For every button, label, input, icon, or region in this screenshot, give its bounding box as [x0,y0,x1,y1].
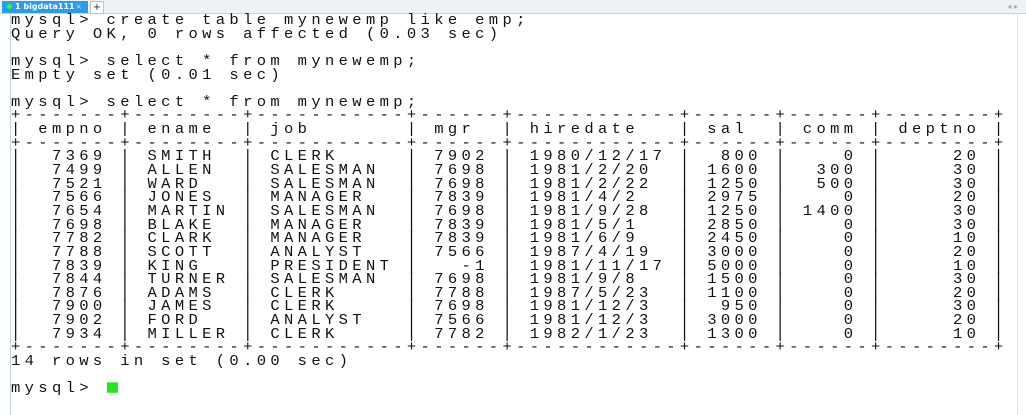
table-row: | 7566 | JONES | MANAGER | 7839 | 1981/4… [11,188,1008,206]
add-tab-button[interactable]: + [90,1,104,14]
tab-bar: 1 bigdata111 × + ◂ ▸ [0,0,1026,14]
cursor [106,382,118,394]
table-row: | 7839 | KING | PRESIDENT | -1 | 1981/11… [11,257,1008,275]
table-row: | 7698 | BLAKE | MANAGER | 7839 | 1981/5… [11,216,1008,234]
tab-label: 1 bigdata111 [15,2,75,11]
terminal-output[interactable]: mysql> create table mynewemp like emp; Qu… [10,11,1026,415]
table-border: +-------+--------+-----------+------+---… [11,106,1008,125]
table-row: | 7369 | SMITH | CLERK | 7902 | 1980/12/… [11,147,1008,165]
table-row: | 7934 | MILLER | CLERK | 7782 | 1982/1/… [11,325,1008,343]
tab-bigdata111[interactable]: 1 bigdata111 × [2,1,88,13]
table-row: | 7902 | FORD | ANALYST | 7566 | 1981/12… [11,311,1008,329]
table-row: | 7844 | TURNER | SALESMAN | 7698 | 1981… [11,270,1008,288]
terminal-line: Empty set (0.01 sec) [11,66,285,84]
result-summary: 14 rows in set (0.00 sec) [11,352,353,370]
table-border: +-------+--------+-----------+------+---… [11,134,1008,152]
table-row: | 7782 | CLARK | MANAGER | 7839 | 1981/6… [11,229,1008,247]
terminal-line: mysql> select * from mynewemp; [11,52,421,70]
terminal-line: Query OK, 0 rows affected (0.03 sec) [11,25,503,43]
tab-scroll-arrows[interactable]: ◂ ▸ [1007,2,1018,11]
terminal-line: mysql> create table mynewemp like emp; [11,11,530,29]
table-row: | 7900 | JAMES | CLERK | 7698 | 1981/12/… [11,297,1008,316]
table-header: | empno | ename | job | mgr | hiredate |… [11,120,1008,138]
blank-line [11,369,1026,383]
table-row: | 7499 | ALLEN | SALESMAN | 7698 | 1981/… [11,161,1008,179]
connected-status-icon [7,4,12,9]
terminal-scrollbar[interactable] [1017,14,1026,415]
close-tab-icon[interactable]: × [75,2,82,11]
table-row: | 7654 | MARTIN | SALESMAN | 7698 | 1981… [11,202,1008,220]
table-border: +-------+--------+-----------+------+---… [11,338,1008,356]
mysql-prompt: mysql> [11,381,1026,396]
table-row: | 7876 | ADAMS | CLERK | 7788 | 1987/5/2… [11,284,1008,302]
terminal-line: mysql> select * from mynewemp; [11,93,421,111]
table-row: | 7521 | WARD | SALESMAN | 7698 | 1981/2… [11,175,1008,193]
table-row: | 7788 | SCOTT | ANALYST | 7566 | 1987/4… [11,243,1008,261]
